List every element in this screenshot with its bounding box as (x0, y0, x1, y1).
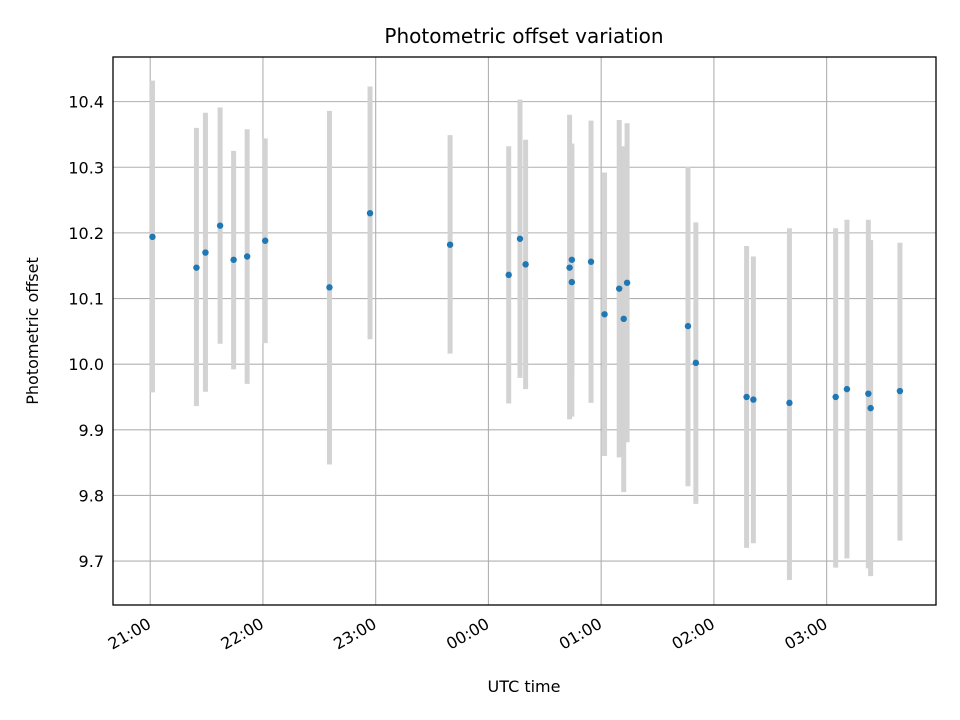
x-tick-label: 21:00 (105, 614, 154, 654)
data-point (684, 322, 692, 330)
data-point (587, 258, 595, 265)
data-point (326, 284, 333, 291)
data-point (446, 241, 454, 248)
data-point (568, 256, 576, 263)
y-axis-label: Photometric offset (23, 257, 42, 405)
x-axis-label: UTC time (488, 677, 561, 696)
x-tick-label: 00:00 (443, 614, 492, 654)
data-point (522, 261, 529, 268)
data-point (743, 393, 750, 401)
y-tick-label: 10.2 (68, 224, 104, 243)
data-point (243, 253, 251, 260)
data-point (216, 222, 224, 229)
data-point (149, 233, 156, 241)
data-point (896, 387, 904, 395)
data-point (230, 256, 237, 263)
y-tick-label: 9.9 (79, 421, 104, 440)
ticks (108, 102, 827, 610)
data-point (867, 404, 874, 412)
data-point (601, 311, 608, 318)
y-tick-label: 10.4 (68, 93, 104, 112)
data-point (193, 264, 200, 271)
data-point (750, 396, 757, 403)
x-tick-labels: 21:00 22:00 23:00 00:00 01:00 02:00 03:00 (105, 614, 831, 654)
y-tick-label: 10.3 (68, 158, 104, 177)
data-point (202, 249, 209, 256)
data-point (568, 278, 576, 286)
data-point (505, 271, 512, 279)
data-point (261, 237, 269, 244)
data-point (366, 209, 374, 217)
x-tick-label: 02:00 (668, 614, 717, 654)
data-point (865, 390, 872, 397)
y-tick-label: 9.8 (79, 486, 104, 505)
data-point (843, 385, 851, 393)
x-tick-label: 03:00 (781, 614, 830, 654)
y-tick-label: 10.1 (68, 290, 104, 309)
y-tick-labels: 9.7 9.8 9.9 10.0 10.1 10.2 10.3 10.4 (68, 93, 104, 571)
x-tick-label: 01:00 (556, 614, 605, 654)
data-point (786, 399, 793, 407)
chart-title: Photometric offset variation (384, 24, 663, 48)
y-tick-label: 9.7 (79, 552, 104, 571)
error-bars (149, 80, 903, 581)
x-tick-label: 23:00 (330, 614, 379, 654)
data-point (623, 279, 631, 286)
data-point (566, 264, 573, 271)
data-point (832, 393, 839, 401)
x-tick-label: 22:00 (218, 614, 267, 654)
plot-frame (112, 56, 937, 606)
y-tick-label: 10.0 (68, 355, 104, 374)
data-point (616, 285, 623, 292)
data-point (692, 359, 700, 367)
data-point (516, 235, 524, 242)
data-point (620, 315, 627, 323)
data-points (149, 209, 904, 412)
